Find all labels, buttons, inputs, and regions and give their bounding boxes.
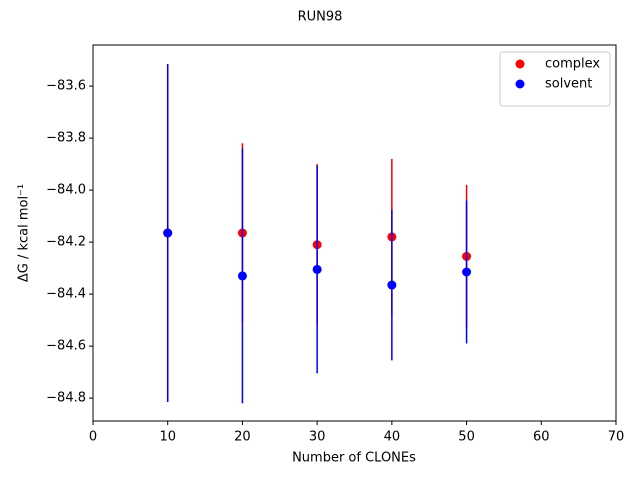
data-point [163, 228, 173, 238]
y-tick-label: −84.4 [46, 287, 86, 302]
legend-marker [515, 59, 525, 69]
x-tick-label: 50 [458, 430, 475, 445]
y-tick-label: −84.6 [46, 339, 86, 354]
data-point [387, 280, 397, 290]
y-tick-label: −83.6 [46, 79, 86, 94]
y-tick-label: −84.8 [46, 391, 86, 406]
x-tick-label: 60 [533, 430, 550, 445]
x-tick-label: 0 [89, 430, 97, 445]
x-axis-label: Number of CLONEs [292, 451, 416, 466]
x-tick-label: 20 [234, 430, 251, 445]
legend-box [499, 51, 611, 107]
legend-label: solvent [545, 77, 592, 92]
plot-frame [92, 44, 617, 422]
y-tick-label: −84.0 [46, 183, 86, 198]
data-point [462, 267, 472, 277]
legend-label: complex [545, 57, 600, 72]
x-tick-label: 10 [159, 430, 176, 445]
data-point [312, 264, 322, 274]
data-point [237, 271, 247, 281]
legend-marker [515, 79, 525, 89]
y-tick-label: −83.8 [46, 131, 86, 146]
x-tick-label: 70 [608, 430, 625, 445]
y-axis-label: ΔG / kcal mol⁻¹ [17, 184, 32, 282]
x-tick-label: 30 [309, 430, 326, 445]
x-tick-label: 40 [384, 430, 401, 445]
chart-title: RUN98 [298, 10, 343, 25]
y-tick-label: −84.2 [46, 235, 86, 250]
